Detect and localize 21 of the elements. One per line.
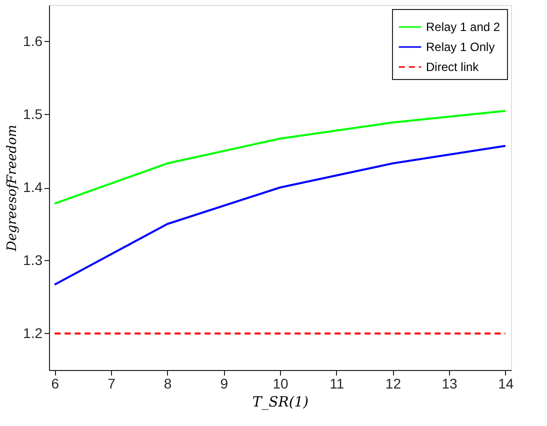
y-tick-label: 1.3 <box>23 252 43 268</box>
y-tick-label: 1.2 <box>23 325 43 341</box>
x-axis-title: T_SR(1) <box>252 394 309 410</box>
x-tick-label: 11 <box>330 376 344 392</box>
x-tick-label: 7 <box>108 376 116 392</box>
x-tick-label: 8 <box>164 376 172 392</box>
legend-label: Relay 1 Only <box>426 40 495 54</box>
x-tick-label: 10 <box>272 376 288 392</box>
line-series <box>54 110 506 205</box>
legend-label: Direct link <box>426 60 480 74</box>
x-tick-label: 13 <box>442 376 458 392</box>
x-tick-label: 9 <box>220 376 228 392</box>
y-tick-label: 1.6 <box>23 33 43 49</box>
y-tick-label: 1.5 <box>23 106 43 122</box>
y-tick-label: 1.4 <box>23 179 43 195</box>
legend-label: Relay 1 and 2 <box>426 20 500 34</box>
y-axis-title: DegreesofFreedom <box>5 124 20 252</box>
x-tick-label: 6 <box>51 376 60 392</box>
line-series <box>54 144 506 286</box>
x-tick-label: 12 <box>385 376 402 392</box>
x-tick-label: 14 <box>498 376 514 392</box>
